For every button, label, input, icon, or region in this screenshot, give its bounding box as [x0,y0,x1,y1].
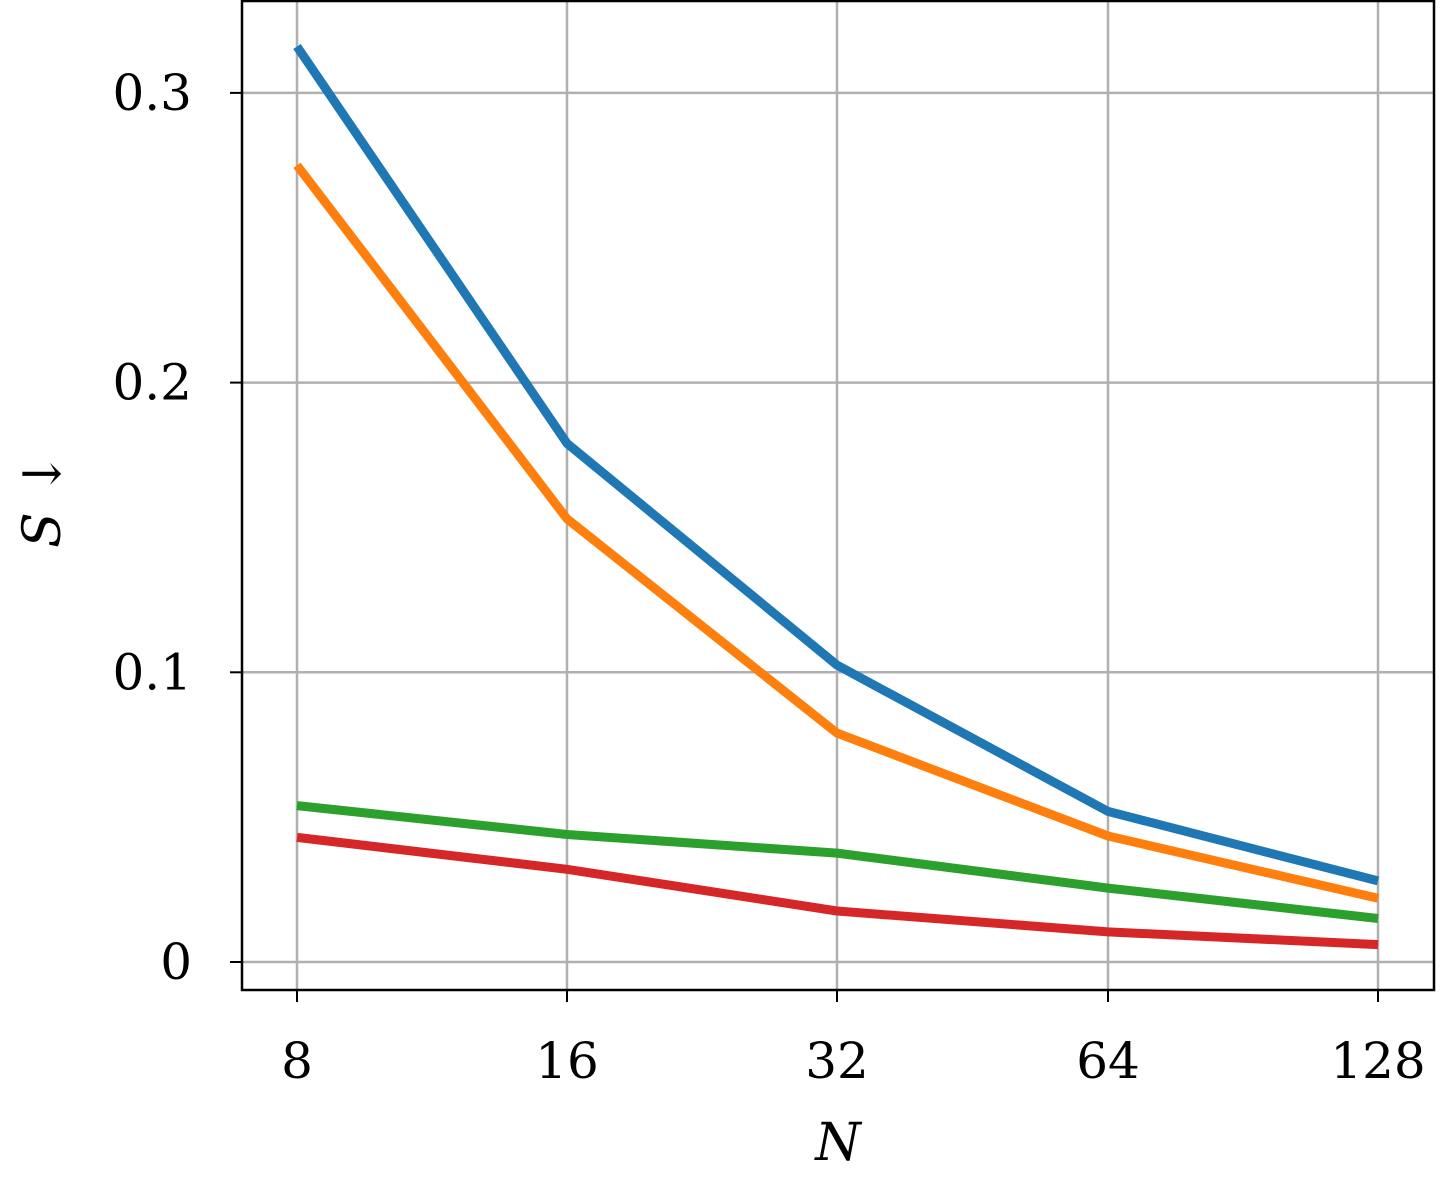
y-tick-label: 0.3 [112,64,192,122]
y-tick-label: 0.1 [112,643,192,701]
x-tick-label: 64 [1076,1032,1140,1090]
series-line-blue [293,43,1380,886]
x-tick-label: 8 [281,1032,313,1090]
x-tick-label: 128 [1330,1032,1425,1090]
data-lines [293,43,1380,950]
axis-ticks: 8 16 32 64 128 0 0.1 0.2 0.3 [112,64,1425,1090]
series-line-orange [293,162,1380,903]
y-tick-label: 0.2 [112,354,192,412]
y-axis-label: S ↓ [13,452,73,548]
x-tick-label: 32 [805,1032,869,1090]
grid-lines [242,1,1434,990]
series-line-green [296,801,1379,923]
y-tick-label: 0 [160,933,192,991]
x-axis-label: N [813,1113,862,1173]
x-tick-label: 16 [535,1032,599,1090]
series-line-red [296,832,1379,950]
